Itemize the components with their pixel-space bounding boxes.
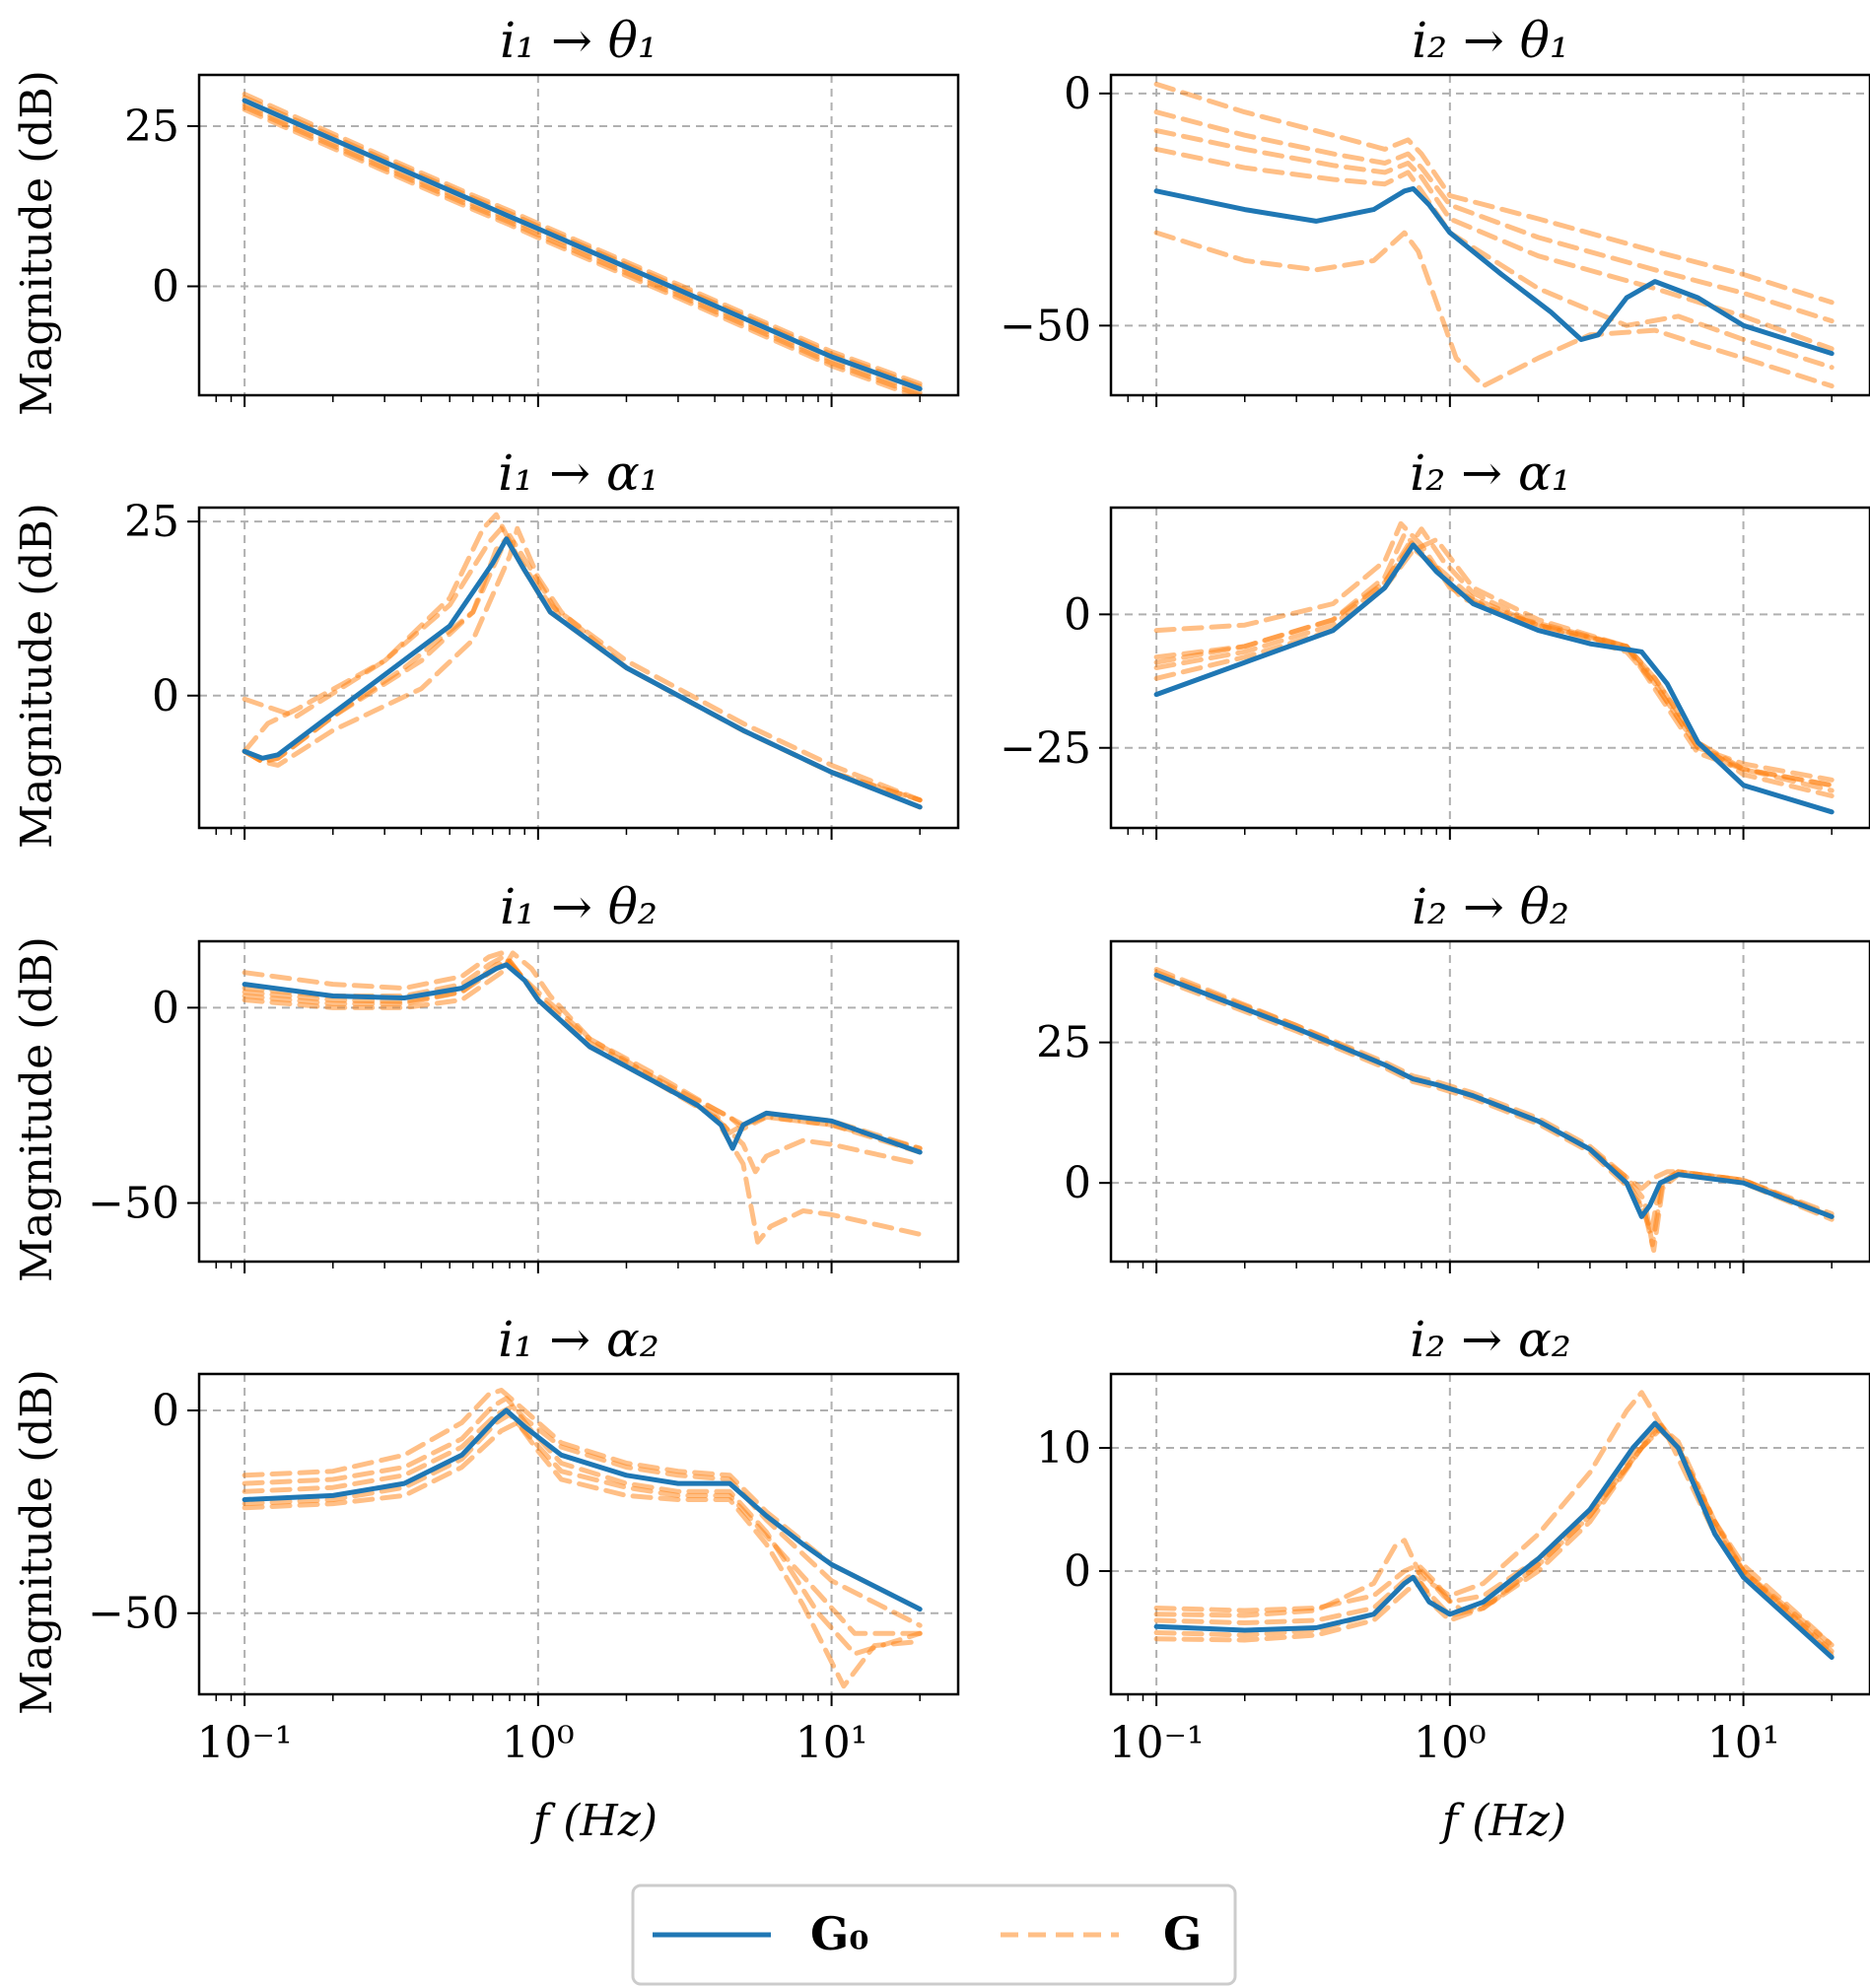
xlabel-left: f (Hz) xyxy=(530,1796,658,1846)
series-line-g-1 xyxy=(242,92,923,386)
panel-title: i₂ → α₂ xyxy=(1410,1311,1571,1368)
xlabel-right: f (Hz) xyxy=(1439,1796,1566,1846)
series-line-g-2 xyxy=(1153,975,1835,1254)
series-line-g0 xyxy=(1153,1420,1835,1660)
ylabel: Magnitude (dB) xyxy=(12,1369,62,1715)
panel-frame xyxy=(1109,1372,1870,1696)
series-line-g-5 xyxy=(242,104,923,395)
panel-frame xyxy=(1109,506,1870,830)
series-line-g-5 xyxy=(1153,526,1835,788)
ytick-label-0: −50 xyxy=(88,1589,179,1639)
series-line-g-3 xyxy=(1153,542,1835,793)
series-line-g-2 xyxy=(1153,109,1835,324)
ytick-label-1: 0 xyxy=(1064,69,1091,119)
panel-frame xyxy=(197,939,960,1264)
ytick-label-0: 0 xyxy=(152,262,179,312)
series-line-g-1 xyxy=(1153,520,1835,788)
panel-2: 0 25 i₁ → α₁ Magnitude (dB) xyxy=(12,445,960,849)
series-line-g-1 xyxy=(1153,81,1835,306)
ytick-label-1: 10 xyxy=(1036,1423,1091,1474)
xtick-label-1: 10⁰ xyxy=(1414,1718,1487,1768)
panel-title: i₁ → α₁ xyxy=(498,445,659,502)
panel-5: 0 25 i₂ → θ₂ xyxy=(1036,878,1870,1273)
legend-box xyxy=(631,1884,1237,1986)
panel-frame xyxy=(1109,73,1870,397)
ytick-label-1: 0 xyxy=(1064,589,1091,640)
panel-title: i₁ → α₂ xyxy=(498,1311,659,1368)
series-line-g-1 xyxy=(242,512,923,803)
series-line-g-3 xyxy=(242,1404,923,1657)
series-line-g-5 xyxy=(242,954,923,1151)
series-line-g-4 xyxy=(242,1419,923,1689)
xtick-label-0: 10⁻¹ xyxy=(197,1718,293,1768)
xtick-label-1: 10⁰ xyxy=(502,1718,575,1768)
ytick-label-1: 0 xyxy=(152,1386,179,1436)
series-line-g0 xyxy=(1153,542,1835,815)
series-line-g0 xyxy=(242,98,923,391)
panel-0: 0 25 i₁ → θ₁ Magnitude (dB) xyxy=(12,12,960,416)
series-line-g-5 xyxy=(1153,230,1835,389)
series-line-g0 xyxy=(1153,972,1835,1219)
series-line-g-1 xyxy=(242,1388,923,1612)
panel-frame xyxy=(197,1372,960,1696)
series-line-g-3 xyxy=(1153,1426,1835,1654)
ytick-label-0: −50 xyxy=(88,1179,179,1229)
ylabel: Magnitude (dB) xyxy=(12,70,62,416)
ytick-label-0: 0 xyxy=(152,671,179,721)
panel-3: −25 0 i₂ → α₁ xyxy=(1000,445,1870,840)
xtick-label-0: 10⁻¹ xyxy=(1109,1718,1205,1768)
series-line-g0 xyxy=(242,962,923,1155)
panel-4: −50 0 i₁ → θ₂ Magnitude (dB) xyxy=(12,878,960,1282)
series-line-g-3 xyxy=(1153,128,1835,352)
xtick-label-2: 10¹ xyxy=(1707,1718,1780,1768)
panel-7: 0 10 10⁻¹ 10⁰ 10¹ i₂ → α₂ xyxy=(1036,1311,1870,1768)
legend-label-g: G xyxy=(1163,1907,1202,1960)
ytick-label-1: 25 xyxy=(1036,1018,1091,1068)
legend-label-g0: G₀ xyxy=(810,1907,868,1960)
panel-title: i₁ → θ₁ xyxy=(500,12,658,69)
ytick-label-1: 25 xyxy=(124,497,179,547)
ytick-label-0: 0 xyxy=(1064,1546,1091,1597)
series-line-g-4 xyxy=(1153,146,1835,371)
series-line-g0 xyxy=(242,1407,923,1612)
ytick-label-0: −25 xyxy=(1000,723,1091,774)
ylabel: Magnitude (dB) xyxy=(12,503,62,849)
series-line-g0 xyxy=(1153,185,1835,357)
panel-title: i₂ → α₁ xyxy=(1410,445,1571,502)
ytick-label-1: 0 xyxy=(152,983,179,1033)
series-line-g0 xyxy=(242,536,923,810)
series-line-g-2 xyxy=(1153,1420,1835,1648)
panel-frame xyxy=(197,73,960,397)
panel-title: i₁ → θ₂ xyxy=(500,878,658,935)
panel-6: −50 0 10⁻¹ 10⁰ 10¹ i₁ → α₂ Magnitude (dB) xyxy=(12,1311,960,1768)
ytick-label-0: 0 xyxy=(1064,1158,1091,1208)
series-line-g-1 xyxy=(1153,1390,1835,1654)
panel-1: −50 0 i₂ → θ₁ xyxy=(1000,12,1870,407)
ylabel: Magnitude (dB) xyxy=(12,936,62,1282)
series-line-g-3 xyxy=(242,950,923,1175)
ytick-label-1: 25 xyxy=(124,102,179,152)
ytick-label-0: −50 xyxy=(1000,301,1091,351)
panels-group: 0 25 i₁ → θ₁ Magnitude (dB) −50 0 i₂ → θ₁ 0 25 i₁… xyxy=(12,12,1870,1768)
panel-frame xyxy=(1109,939,1870,1264)
xtick-label-2: 10¹ xyxy=(796,1718,868,1768)
panel-title: i₂ → θ₂ xyxy=(1412,878,1569,935)
panel-frame xyxy=(197,506,960,830)
panel-title: i₂ → θ₁ xyxy=(1412,12,1569,69)
series-line-g-5 xyxy=(242,1411,923,1636)
legend: G₀ G xyxy=(631,1884,1237,1986)
